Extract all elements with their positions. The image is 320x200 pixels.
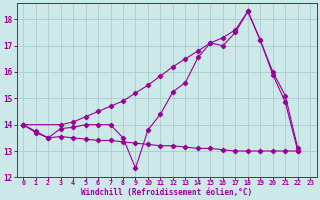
X-axis label: Windchill (Refroidissement éolien,°C): Windchill (Refroidissement éolien,°C) — [81, 188, 252, 197]
